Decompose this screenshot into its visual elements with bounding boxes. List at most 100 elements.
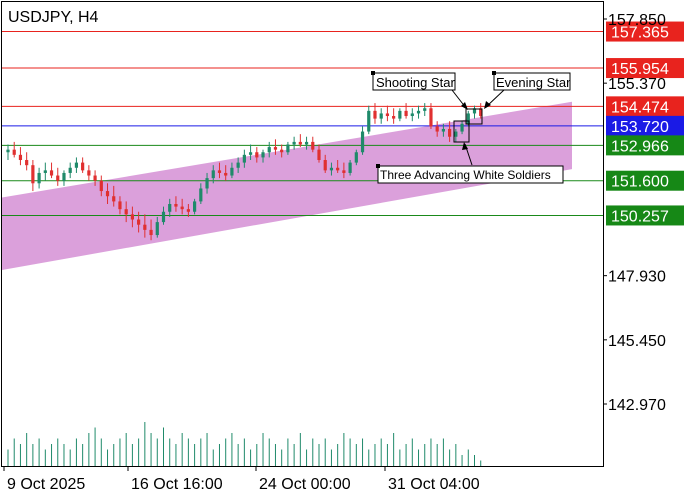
candle-body [342,170,346,173]
candle-body [130,214,134,220]
level-label: 152.966 [611,138,669,155]
candle-body [62,172,66,181]
candle-body [410,113,414,117]
candle-body [367,110,371,132]
candle-body [466,113,470,124]
level-label: 151.600 [611,174,669,191]
candle-body [392,116,396,119]
candle-body [31,165,35,184]
candle-body [311,141,315,150]
candle-body [205,178,209,189]
evening-star-arrowhead [484,101,491,109]
candle-body [248,152,253,155]
candle-body [56,175,60,181]
evening-star-anchor [492,71,496,75]
candle-body [230,167,234,176]
candle-body [211,170,215,179]
candle-body [286,144,290,153]
candle-body [168,203,172,212]
candle-body [149,229,153,236]
candle-body [354,152,358,163]
candle-body [112,196,116,202]
candle-body [423,108,427,111]
candle-body [379,113,383,119]
candle-body [118,201,122,210]
candle-body [87,170,91,176]
y-tick-label: 157.850 [608,12,666,29]
candle-body [74,162,79,168]
shooting-star-arrowhead [461,102,468,110]
candle-body [81,162,85,171]
candle-body [267,147,271,153]
candle-body [385,113,390,117]
level-label-box [606,21,684,42]
candle-body [298,141,302,145]
shooting-star-anchor [371,71,375,75]
candle-body [454,131,458,137]
level-label: 154.474 [611,99,669,116]
candle-body [261,152,265,158]
candle-body [137,219,141,225]
candle-body [323,160,327,171]
candle-body [161,211,166,223]
three-soldiers-anchor [376,164,380,168]
candle-body [93,175,97,181]
candle-body [479,108,483,117]
candle-body [460,123,464,132]
candle-body [37,172,41,184]
candle-body [68,167,72,173]
candle-body [348,162,352,173]
candle-body [472,108,477,114]
three-soldiers-label: Three Advancing White Soldiers [380,168,551,182]
level-label: 157.365 [611,25,669,42]
y-tick-label: 142.970 [608,397,666,414]
candle-body [217,170,222,173]
candle-body [360,131,365,153]
shooting-star-label-box [372,72,456,91]
chart-title: USDJPY, H4 [8,9,99,26]
candle-body [193,201,197,212]
candle-body [280,149,284,153]
candle-body [448,128,452,137]
level-label-box [606,115,684,136]
candle-body [43,170,47,173]
candle-body [99,180,103,192]
candle-body [292,141,296,145]
evening-star-box [465,108,483,125]
candle-body [398,110,402,119]
level-label-box [606,135,684,156]
y-tick-label: 145.450 [608,333,666,350]
candle-body [224,172,228,176]
level-label-box [606,205,684,226]
x-tick-label: 9 Oct 2025 [7,476,85,493]
candle-body [124,209,128,215]
x-tick-label: 24 Oct 00:00 [259,476,351,493]
candle-body [435,126,439,132]
candle-body [186,209,190,212]
candle-body [25,160,29,166]
candle-body [12,149,16,155]
candle-body [404,110,408,117]
evening-star-label-box [493,72,571,91]
level-label: 155.954 [611,61,669,78]
candle-body [143,224,147,230]
level-label-box [606,96,684,117]
candle-body [416,110,421,114]
candle-body [174,203,178,207]
candle-body [199,188,203,202]
candle-body [155,222,159,236]
candle-body [441,128,445,132]
candle-body [180,206,184,210]
candle-body [429,108,433,127]
candle-body [317,149,321,161]
candle-body [255,152,259,158]
candle-body [329,167,334,171]
x-tick-label: 16 Oct 16:00 [131,476,223,493]
level-label: 150.257 [611,208,669,225]
three-soldiers-box [453,120,470,143]
candle-body [6,149,10,153]
candle-body [273,147,278,150]
candle-body [49,170,54,176]
y-tick-label: 155.370 [608,76,666,93]
